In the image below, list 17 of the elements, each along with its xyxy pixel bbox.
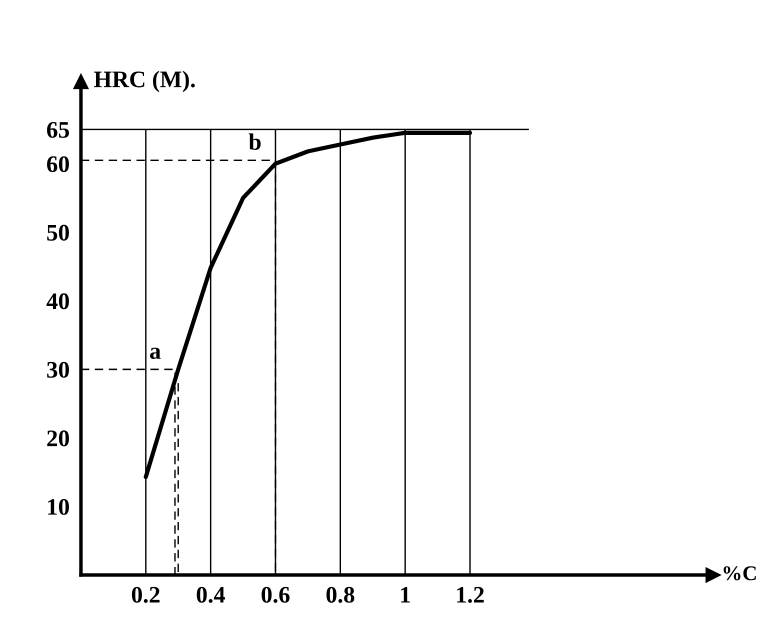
y-tick-label: 10	[48, 498, 69, 515]
x-axis-title: %C	[724, 566, 756, 580]
x-tick-label: 1.2	[457, 586, 484, 603]
y-tick-label: 20	[47, 430, 69, 446]
x-tick-label: 0.4	[196, 586, 225, 603]
y-tick-label: 40	[46, 293, 69, 310]
x-tick-label: 0.8	[326, 586, 354, 603]
x-tick-label: 1	[401, 586, 410, 603]
y-axis-title: HRC (M).	[94, 70, 195, 92]
annotation: b	[248, 133, 261, 150]
y-tick-label: 50	[47, 224, 69, 241]
y-tick-label: 30	[47, 362, 69, 378]
x-tick-label: 0.2	[132, 586, 160, 603]
y-tick-label: 60	[47, 156, 69, 172]
x-tick-label: 0.6	[262, 586, 290, 603]
y-tick-label: 65	[47, 122, 69, 138]
annotation: a	[150, 348, 161, 360]
